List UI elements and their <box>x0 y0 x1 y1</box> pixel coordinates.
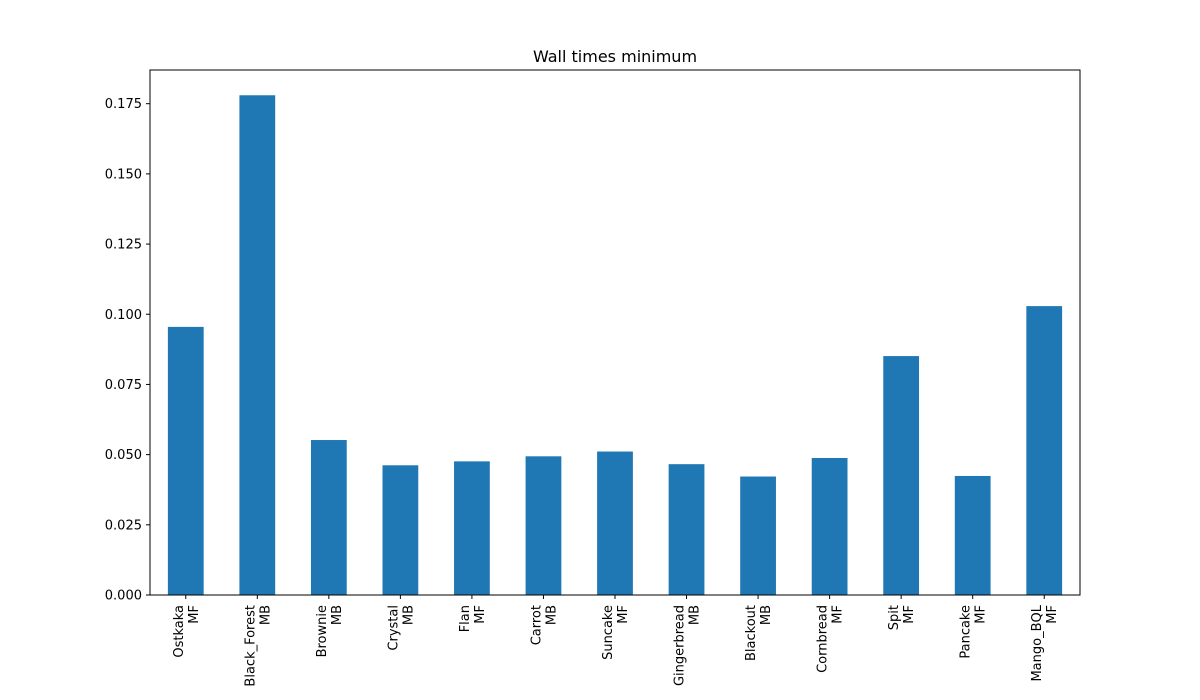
x-tick-label-type: MB <box>688 605 703 625</box>
x-tick-label-name: Carrot <box>529 605 544 645</box>
x-tick-label-type: MF <box>831 605 846 624</box>
y-tick-label: 0.175 <box>105 97 142 112</box>
bar <box>239 95 276 595</box>
x-tick-label: Blackout MB <box>744 605 774 661</box>
x-tick-label: Crystal MB <box>386 605 416 651</box>
x-tick-label: Brownie MB <box>315 605 345 657</box>
x-tick-label-name: Flan <box>458 605 473 632</box>
x-tick-label-type: MB <box>401 605 416 625</box>
bar <box>167 326 204 595</box>
x-tick-label-name: Blackout <box>744 605 759 661</box>
bar <box>740 476 776 595</box>
x-tick-label: Gingerbread MB <box>673 605 703 686</box>
bars-group <box>167 95 1063 595</box>
x-tick-label-type: MF <box>1045 605 1060 624</box>
x-tick-label-type: MB <box>544 605 559 625</box>
x-tick-label: Flan MF <box>458 605 488 632</box>
bar <box>954 475 991 595</box>
x-tick-label-type: MB <box>330 605 345 625</box>
x-tick-label-name: Gingerbread <box>673 605 688 686</box>
x-tick-label-type: MF <box>616 605 631 624</box>
bar <box>454 461 490 595</box>
x-tick-label-name: Pancake <box>959 605 974 659</box>
x-tick-label: Carrot MB <box>529 605 559 645</box>
y-tick-label: 0.150 <box>105 167 142 182</box>
x-tick-label: Suncake MF <box>601 605 631 660</box>
x-tick-label: Ostkaka MF <box>172 605 202 658</box>
x-tick-label-name: Black_Forest <box>243 605 258 687</box>
bar <box>668 464 705 595</box>
y-tick-label: 0.000 <box>105 589 142 604</box>
x-tick-label-type: MF <box>902 605 917 624</box>
x-tick-label-type: MF <box>187 605 202 624</box>
x-tick-label: Spit MF <box>887 605 917 630</box>
y-tick-label: 0.050 <box>105 448 142 463</box>
bar <box>1026 306 1063 595</box>
x-tick-label: Mango_BQL MF <box>1030 604 1060 681</box>
bar <box>597 451 633 595</box>
x-tick-label-name: Cornbread <box>816 605 831 673</box>
x-tick-label-name: Ostkaka <box>172 605 187 658</box>
y-tick-label: 0.075 <box>105 378 142 393</box>
x-tick-label-name: Suncake <box>601 605 616 660</box>
bar <box>382 465 419 595</box>
x-tick-label-name: Spit <box>887 605 902 630</box>
plot-frame <box>149 69 1081 596</box>
x-tick-label-name: Mango_BQL <box>1030 604 1045 681</box>
bar <box>310 440 347 595</box>
x-tick-label-name: Brownie <box>315 605 330 657</box>
y-tick-label: 0.100 <box>105 308 142 323</box>
x-tick-label-type: MF <box>473 605 488 624</box>
bar <box>811 457 848 595</box>
x-tick-label: Black_Forest MB <box>243 605 273 687</box>
bar <box>525 456 562 595</box>
bar <box>883 356 920 595</box>
x-tick-label: Pancake MF <box>959 605 989 659</box>
x-tick-label-type: MB <box>759 605 774 625</box>
x-tick-label: Cornbread MF <box>816 605 846 673</box>
chart-title: Wall times minimum <box>533 47 697 66</box>
x-tick-label-type: MB <box>258 605 273 625</box>
y-axis: 0.000 0.025 0.050 0.075 0.100 0.125 0.150 0.175 <box>105 97 150 604</box>
x-tick-label-name: Crystal <box>386 605 401 651</box>
x-axis: Ostkaka MF Black_Forest MB Brownie MB Crystal M… <box>172 595 1060 687</box>
y-tick-label: 0.025 <box>105 518 142 533</box>
y-tick-label: 0.125 <box>105 238 142 253</box>
x-tick-label-type: MF <box>974 605 989 624</box>
